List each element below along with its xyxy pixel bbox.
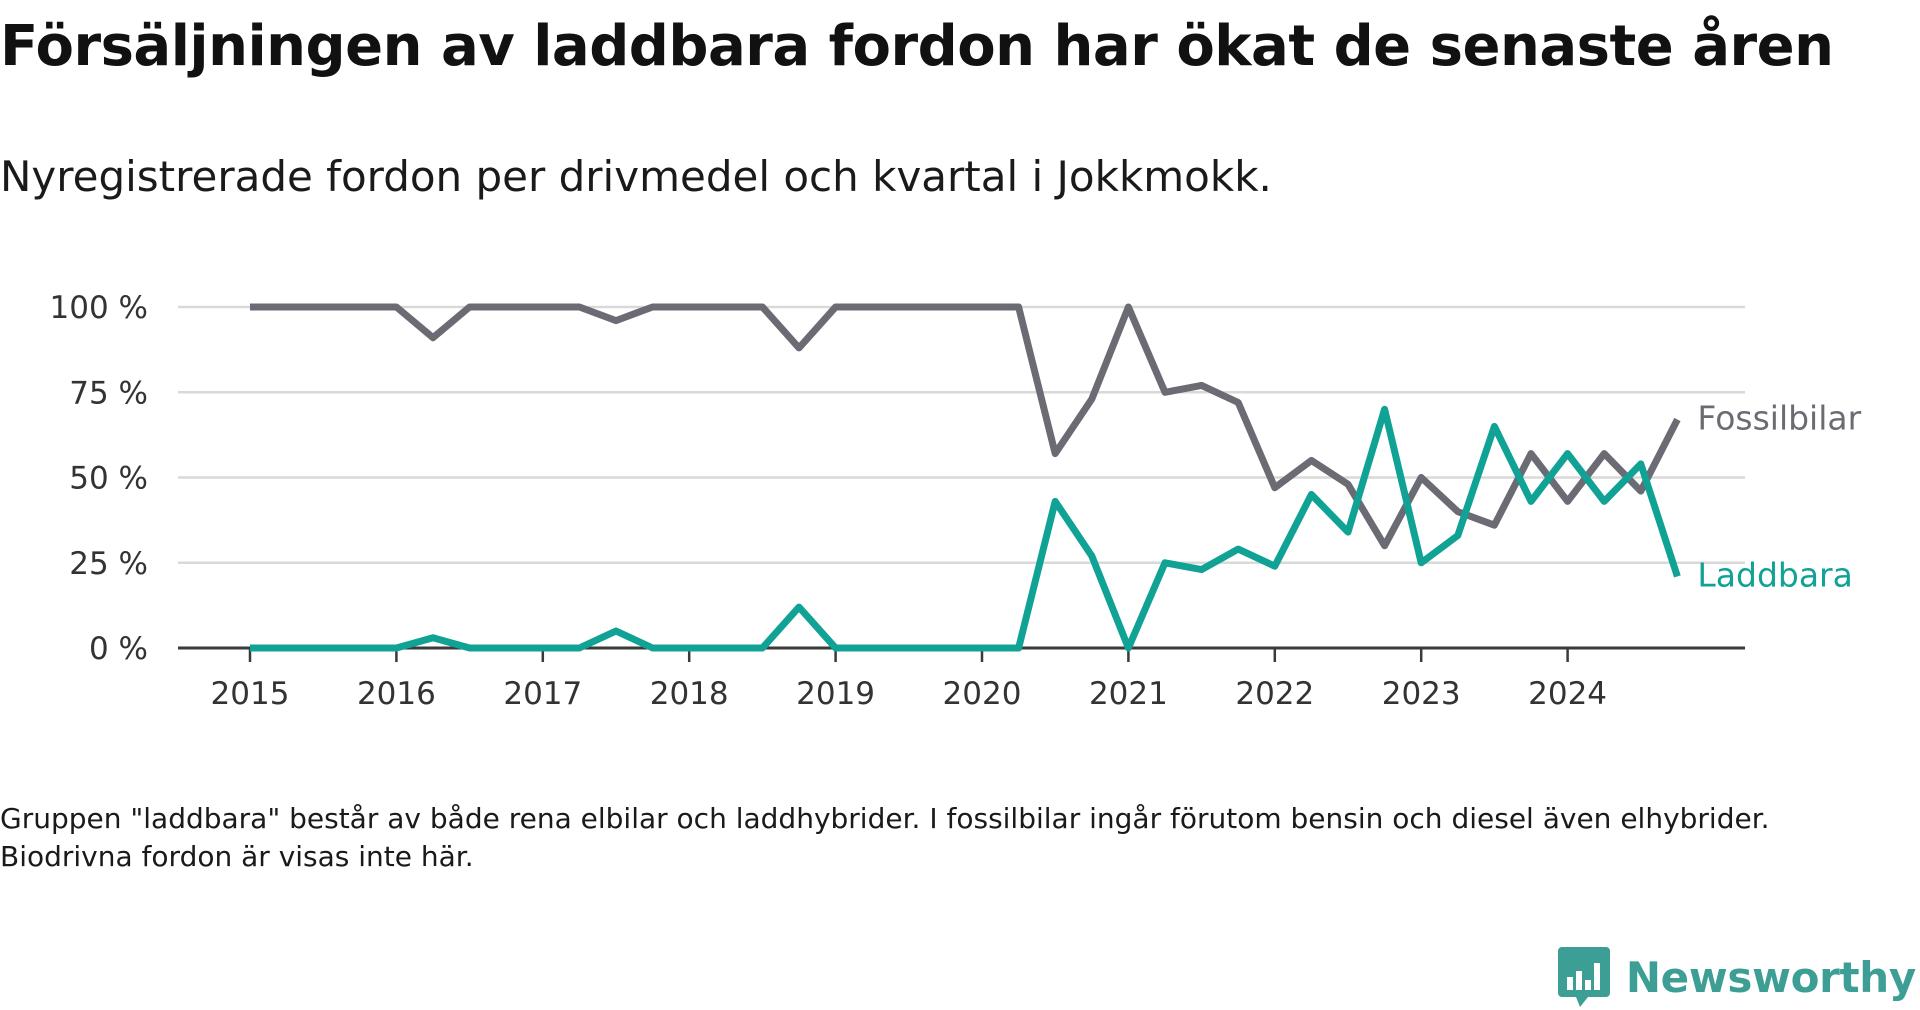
x-tick-label: 2019 — [796, 676, 875, 712]
chart-subtitle: Nyregistrerade fordon per drivmedel och … — [0, 152, 1272, 201]
series-label-fossilbilar: Fossilbilar — [1697, 399, 1861, 438]
y-tick-label: 75 % — [69, 375, 148, 411]
y-axis-ticks: 0 % 25 % 50 % 75 % 100 % — [50, 290, 148, 667]
series-label-laddbara: Laddbara — [1697, 555, 1852, 594]
x-tick-label: 2023 — [1382, 676, 1461, 712]
x-tick-label: 2018 — [650, 676, 729, 712]
x-tick-label: 2016 — [357, 676, 436, 712]
x-tick-label: 2024 — [1528, 676, 1607, 712]
brand-name: Newsworthy — [1625, 952, 1916, 1002]
y-tick-label: 25 % — [69, 546, 148, 582]
series-labels: Fossilbilar Laddbara — [1697, 399, 1861, 595]
brand-logo[interactable]: Newsworthy — [1557, 944, 1916, 1010]
series-line-fossilbilar — [250, 303, 1681, 550]
gridlines — [178, 305, 1745, 564]
x-axis-ticks: 2015 2016 2017 2018 2019 2020 2021 2022 2023 2024 — [211, 676, 1608, 712]
chart-title: Försäljningen av laddbara fordon har öka… — [0, 14, 1834, 79]
x-tick-label: 2017 — [503, 676, 582, 712]
newsworthy-logo-icon — [1557, 947, 1610, 1007]
y-tick-label: 0 % — [89, 631, 148, 667]
footnote: Gruppen "laddbara" består av både rena e… — [0, 802, 1770, 873]
x-tick-label: 2022 — [1235, 676, 1314, 712]
x-tick-label: 2015 — [211, 676, 290, 712]
y-tick-label: 50 % — [69, 461, 148, 497]
x-tick-label: 2021 — [1089, 676, 1168, 712]
x-tick-label: 2020 — [943, 676, 1022, 712]
y-tick-label: 100 % — [50, 290, 148, 326]
line-chart: 0 %25 %50 %75 %100 % 2015 2016 2017 2018 201… — [50, 290, 1862, 712]
series-lines — [250, 303, 1681, 652]
series-line-laddbara — [250, 405, 1681, 652]
